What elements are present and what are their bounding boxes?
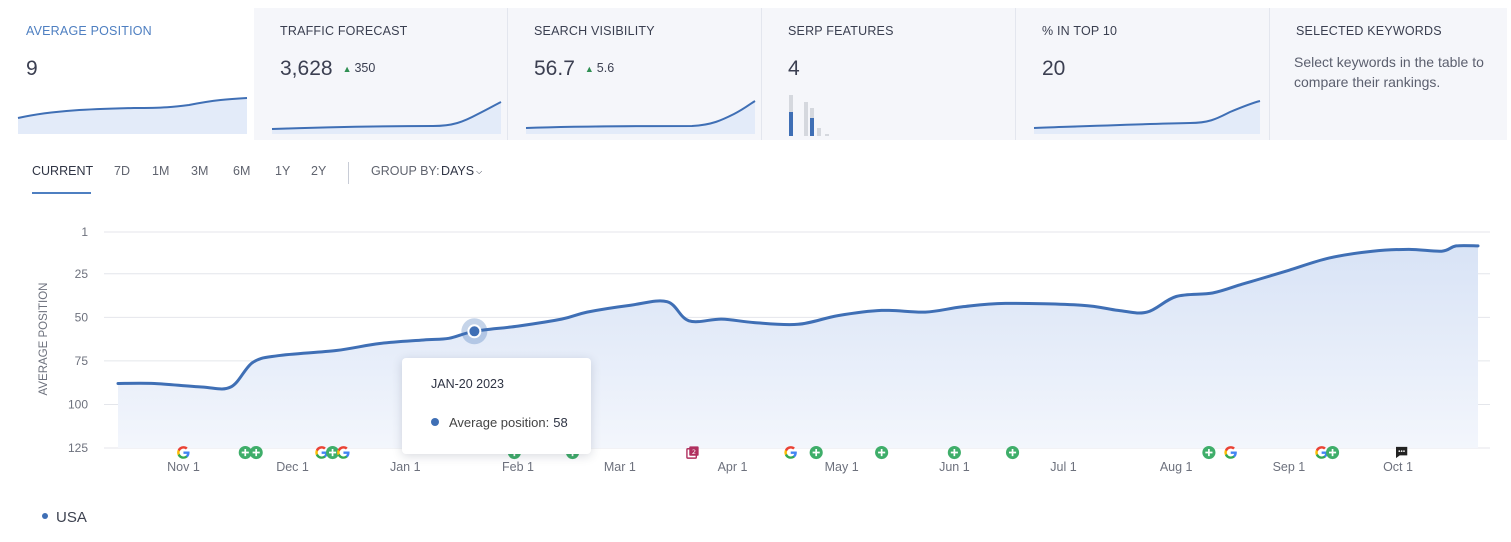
kpi-value: 20 (1042, 57, 1066, 80)
legend-label: USA (56, 509, 87, 526)
x-tick-label: Sep 1 (1273, 460, 1306, 474)
legend-item-usa[interactable]: USA (42, 509, 87, 526)
x-tick-label: Mar 1 (604, 460, 636, 474)
divider (348, 162, 349, 184)
kpi-card-average-position[interactable]: AVERAGE POSITION 9 (0, 8, 254, 140)
tab-7d[interactable]: 7D (114, 164, 130, 178)
x-tick-label: May 1 (825, 460, 859, 474)
serp-features-mini-bars (789, 95, 829, 136)
tab-current[interactable]: CURRENT (32, 164, 94, 178)
plus-icon[interactable] (808, 445, 824, 460)
kpi-description: Select keywords in the table to compare … (1294, 54, 1484, 90)
kpi-value: 9 (26, 57, 38, 80)
x-tick-label: Dec 1 (276, 460, 309, 474)
hover-point (467, 324, 482, 339)
x-tick-label: Oct 1 (1383, 460, 1413, 474)
chart-tooltip: JAN-20 2023 Average position: 58 (402, 358, 591, 454)
y-tick-label: 25 (75, 267, 89, 281)
group-by-dropdown[interactable]: DAYS ⌵ (441, 164, 483, 178)
tab-2y[interactable]: 2Y (311, 164, 327, 178)
kpi-card-percent-in-top-10[interactable]: % IN TOP 10 20 (1016, 8, 1270, 140)
hover-marker (461, 318, 488, 345)
kpi-card-serp-features[interactable]: SERP FEATURES 4 (762, 8, 1016, 140)
tab-3m[interactable]: 3M (191, 164, 209, 178)
kpi-title: SERP FEATURES (788, 24, 894, 38)
kpi-delta: ▲ 5.6 (584, 61, 615, 75)
up-triangle-icon: ▲ (584, 64, 594, 74)
comment-icon[interactable] (1396, 446, 1408, 459)
series-dot (431, 418, 439, 426)
duplicate-icon[interactable] (686, 445, 700, 459)
kpi-title: TRAFFIC FORECAST (280, 24, 408, 38)
x-tick-label: Aug 1 (1160, 460, 1193, 474)
x-tick-label: Jan 1 (390, 460, 421, 474)
x-tick-label: Apr 1 (718, 460, 748, 474)
y-tick-label: 75 (75, 354, 89, 368)
tooltip-label: Average position: (449, 415, 550, 430)
kpi-title: SEARCH VISIBILITY (534, 24, 655, 38)
tab-6m[interactable]: 6M (233, 164, 251, 178)
kpi-card-selected-keywords: SELECTED KEYWORDS Select keywords in the… (1270, 8, 1507, 140)
up-triangle-icon: ▲ (342, 64, 352, 74)
kpi-title: % IN TOP 10 (1042, 24, 1118, 38)
plus-icon[interactable] (248, 445, 264, 460)
sparkline-traffic-forecast (271, 101, 502, 134)
kpi-card-search-visibility[interactable]: SEARCH VISIBILITY 56.7 ▲ 5.6 (508, 8, 762, 140)
tab-1y[interactable]: 1Y (275, 164, 291, 178)
x-tick-label: Feb 1 (502, 460, 534, 474)
y-tick-label: 50 (75, 310, 89, 324)
x-tick-label: Jul 1 (1050, 460, 1076, 474)
x-axis: Nov 1 Dec 1 Jan 1 Feb 1 Mar 1 Apr 1 May 1 Jun 1… (167, 460, 1413, 474)
sparkline-search-visibility (525, 100, 756, 134)
tooltip-value: 58 (553, 415, 568, 430)
plus-icon[interactable] (1005, 445, 1020, 460)
tooltip-date: JAN-20 2023 (431, 377, 504, 391)
y-tick-label: 125 (68, 441, 88, 455)
tooltip-row: Average position: 58 (431, 415, 568, 430)
x-tick-label: Nov 1 (167, 460, 200, 474)
kpi-value: 56.7 ▲ 5.6 (534, 57, 615, 80)
sparkline-average-position (17, 97, 248, 134)
kpi-value: 3,628 ▲ 350 (280, 57, 376, 80)
plus-icon[interactable] (1201, 445, 1217, 460)
kpi-title: AVERAGE POSITION (26, 24, 152, 38)
legend-dot (42, 513, 48, 519)
kpi-card-traffic-forecast[interactable]: TRAFFIC FORECAST 3,628 ▲ 350 (254, 8, 508, 140)
plus-icon[interactable] (946, 445, 962, 460)
group-by-label: GROUP BY: (371, 164, 440, 178)
kpi-value: 4 (788, 57, 800, 80)
x-tick-label: Jun 1 (939, 460, 970, 474)
series-line-usa (116, 244, 1480, 391)
kpi-bar: AVERAGE POSITION 9 TRAFFIC FORECAST 3,62… (0, 8, 1511, 140)
y-tick-label: 1 (81, 225, 88, 239)
plus-icon[interactable] (1325, 445, 1340, 460)
tab-1m[interactable]: 1M (152, 164, 170, 178)
chevron-down-icon: ⌵ (476, 167, 483, 176)
y-tick-label: 100 (68, 397, 88, 411)
kpi-delta: ▲ 350 (342, 61, 376, 75)
sparkline-percent-in-top-10 (1033, 100, 1261, 134)
active-tab-underline (32, 192, 91, 194)
plus-icon[interactable] (874, 445, 890, 460)
kpi-title: SELECTED KEYWORDS (1296, 24, 1442, 38)
